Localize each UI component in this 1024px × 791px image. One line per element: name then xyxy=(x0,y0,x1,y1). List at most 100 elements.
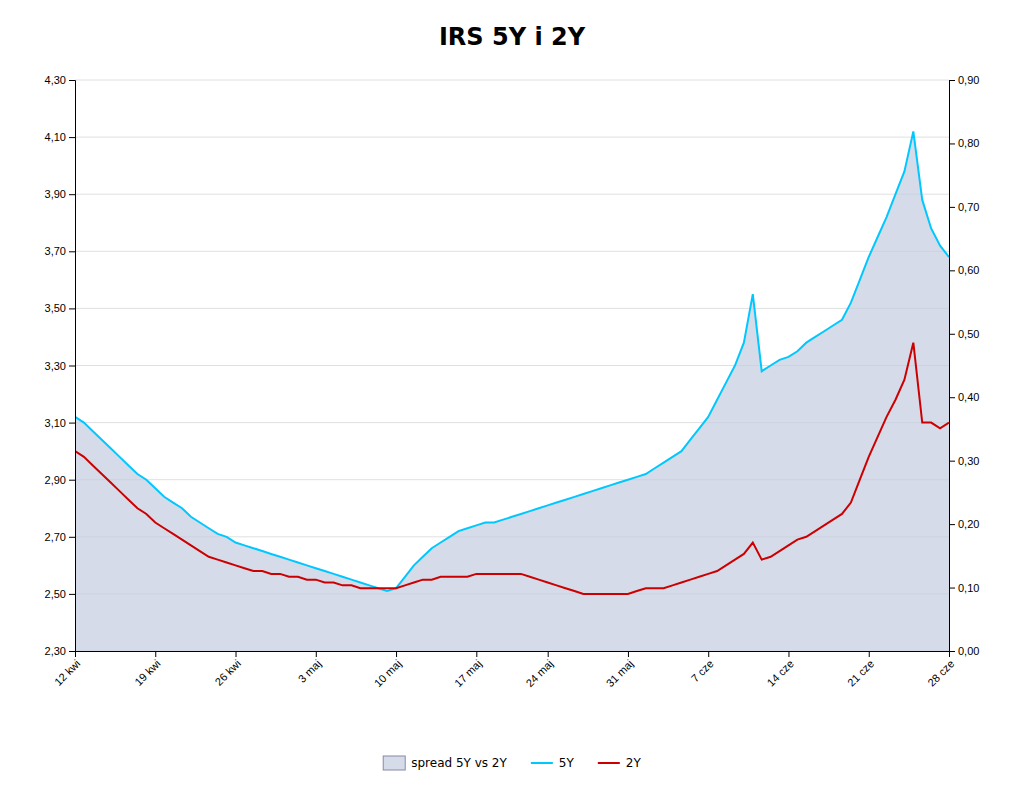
y2-tick-label: 0,10 xyxy=(958,582,979,594)
tick-mark xyxy=(69,423,75,424)
tick-mark xyxy=(396,651,397,657)
axis-line xyxy=(76,652,950,658)
legend-swatch xyxy=(598,762,620,764)
axis-line xyxy=(69,81,76,652)
y-tick: 3,90 xyxy=(45,188,75,200)
y2-tick-label: 0,20 xyxy=(958,518,979,530)
axis-line xyxy=(950,81,956,652)
x-tick: 31 maj xyxy=(604,651,636,689)
legend-label: 2Y xyxy=(626,756,642,770)
x-tick: 3 maj xyxy=(296,651,324,685)
tick-mark xyxy=(869,651,870,657)
tick-mark xyxy=(628,651,629,657)
y-tick-label: 2,30 xyxy=(45,645,66,657)
tick-mark xyxy=(316,651,317,657)
tick-mark xyxy=(69,366,75,367)
x-tick: 28 cze xyxy=(925,651,956,689)
y2-tick-label: 0,80 xyxy=(958,137,979,149)
x-tick-label: 7 cze xyxy=(689,657,716,684)
x-tick: 7 cze xyxy=(689,651,716,684)
x-tick-label: 19 kwi xyxy=(132,657,163,688)
legend-item: 2Y xyxy=(598,756,642,770)
x-tick: 17 maj xyxy=(452,651,484,689)
y2-tick-label: 0,00 xyxy=(958,645,979,657)
y-tick-label: 3,70 xyxy=(45,245,66,257)
y2-tick-label: 0,90 xyxy=(958,74,979,86)
legend: spread 5Y vs 2Y5Y2Y xyxy=(383,756,641,770)
x-tick-label: 24 maj xyxy=(523,657,555,689)
tick-mark xyxy=(69,594,75,595)
tick-mark xyxy=(949,588,955,589)
y-tick: 3,10 xyxy=(45,417,75,429)
y-tick: 2,90 xyxy=(45,474,75,486)
marks xyxy=(75,131,949,651)
y-tick: 2,50 xyxy=(45,588,75,600)
grid-line xyxy=(75,80,949,81)
tick-mark xyxy=(949,207,955,208)
series-line xyxy=(75,343,949,594)
x-tick: 21 cze xyxy=(845,651,876,689)
x-tick-label: 3 maj xyxy=(296,657,324,685)
y2-tick: 0,80 xyxy=(949,137,979,149)
legend-swatch xyxy=(383,756,405,770)
y2-tick: 0,90 xyxy=(949,74,979,86)
tick-mark xyxy=(69,194,75,195)
x-tick: 19 kwi xyxy=(132,651,163,688)
tick-mark xyxy=(949,651,955,652)
x-tick-label: 31 maj xyxy=(604,657,636,689)
tick-mark xyxy=(949,80,955,81)
y-tick: 3,30 xyxy=(45,360,75,372)
y-tick: 2,30 xyxy=(45,645,75,657)
x-tick-label: 21 cze xyxy=(845,657,876,688)
y2-tick: 0,70 xyxy=(949,201,979,213)
tick-mark xyxy=(949,270,955,271)
tick-mark xyxy=(548,651,549,657)
grid-line xyxy=(75,251,949,252)
legend-swatch xyxy=(531,762,553,764)
tick-mark xyxy=(708,651,709,657)
y2-axis: 0,00 0,10 0,20 0,30 0,40 0,50 0,60 0,70 0,80 0,90 xyxy=(949,74,979,657)
tick-mark xyxy=(69,137,75,138)
x-tick-label: 10 maj xyxy=(372,657,404,689)
y2-tick: 0,50 xyxy=(949,328,979,340)
tick-mark xyxy=(69,251,75,252)
y-tick-label: 3,90 xyxy=(45,188,66,200)
chart-title: IRS 5Y i 2Y xyxy=(439,23,586,51)
y2-tick: 0,00 xyxy=(949,645,979,657)
tick-mark xyxy=(949,397,955,398)
x-tick-label: 28 cze xyxy=(925,657,956,688)
tick-mark xyxy=(949,524,955,525)
x-tick-label: 26 kwi xyxy=(212,657,243,688)
tick-mark xyxy=(236,651,237,657)
tick-mark xyxy=(69,308,75,309)
x-tick-label: 12 kwi xyxy=(52,657,83,688)
y-tick: 4,10 xyxy=(45,131,75,143)
tick-mark xyxy=(69,537,75,538)
y-tick-label: 3,30 xyxy=(45,360,66,372)
plot-area: 12 kwi 19 kwi 26 kwi 3 maj 10 maj 17 maj 24 ma… xyxy=(45,74,980,689)
y-tick-label: 3,10 xyxy=(45,417,66,429)
y2-tick-label: 0,60 xyxy=(958,264,979,276)
y-tick-label: 2,70 xyxy=(45,531,66,543)
tick-mark xyxy=(949,334,955,335)
tick-mark xyxy=(69,651,75,652)
y-tick-label: 4,10 xyxy=(45,131,66,143)
y-tick-label: 3,50 xyxy=(45,302,66,314)
tick-mark xyxy=(155,651,156,657)
x-tick: 14 cze xyxy=(765,651,796,689)
grid xyxy=(75,80,949,651)
x-tick: 10 maj xyxy=(372,651,404,689)
y2-tick: 0,40 xyxy=(949,391,979,403)
y-tick: 4,30 xyxy=(45,74,75,86)
y2-tick-label: 0,70 xyxy=(958,201,979,213)
x-tick-label: 17 maj xyxy=(452,657,484,689)
legend-item: spread 5Y vs 2Y xyxy=(383,756,507,770)
y2-tick-label: 0,40 xyxy=(958,391,979,403)
y2-tick: 0,30 xyxy=(949,455,979,467)
y-tick: 3,50 xyxy=(45,302,75,314)
x-axis: 12 kwi 19 kwi 26 kwi 3 maj 10 maj 17 maj 24 ma… xyxy=(52,651,957,689)
tick-mark xyxy=(69,80,75,81)
y2-tick: 0,60 xyxy=(949,264,979,276)
y2-tick: 0,20 xyxy=(949,518,979,530)
tick-mark xyxy=(949,143,955,144)
